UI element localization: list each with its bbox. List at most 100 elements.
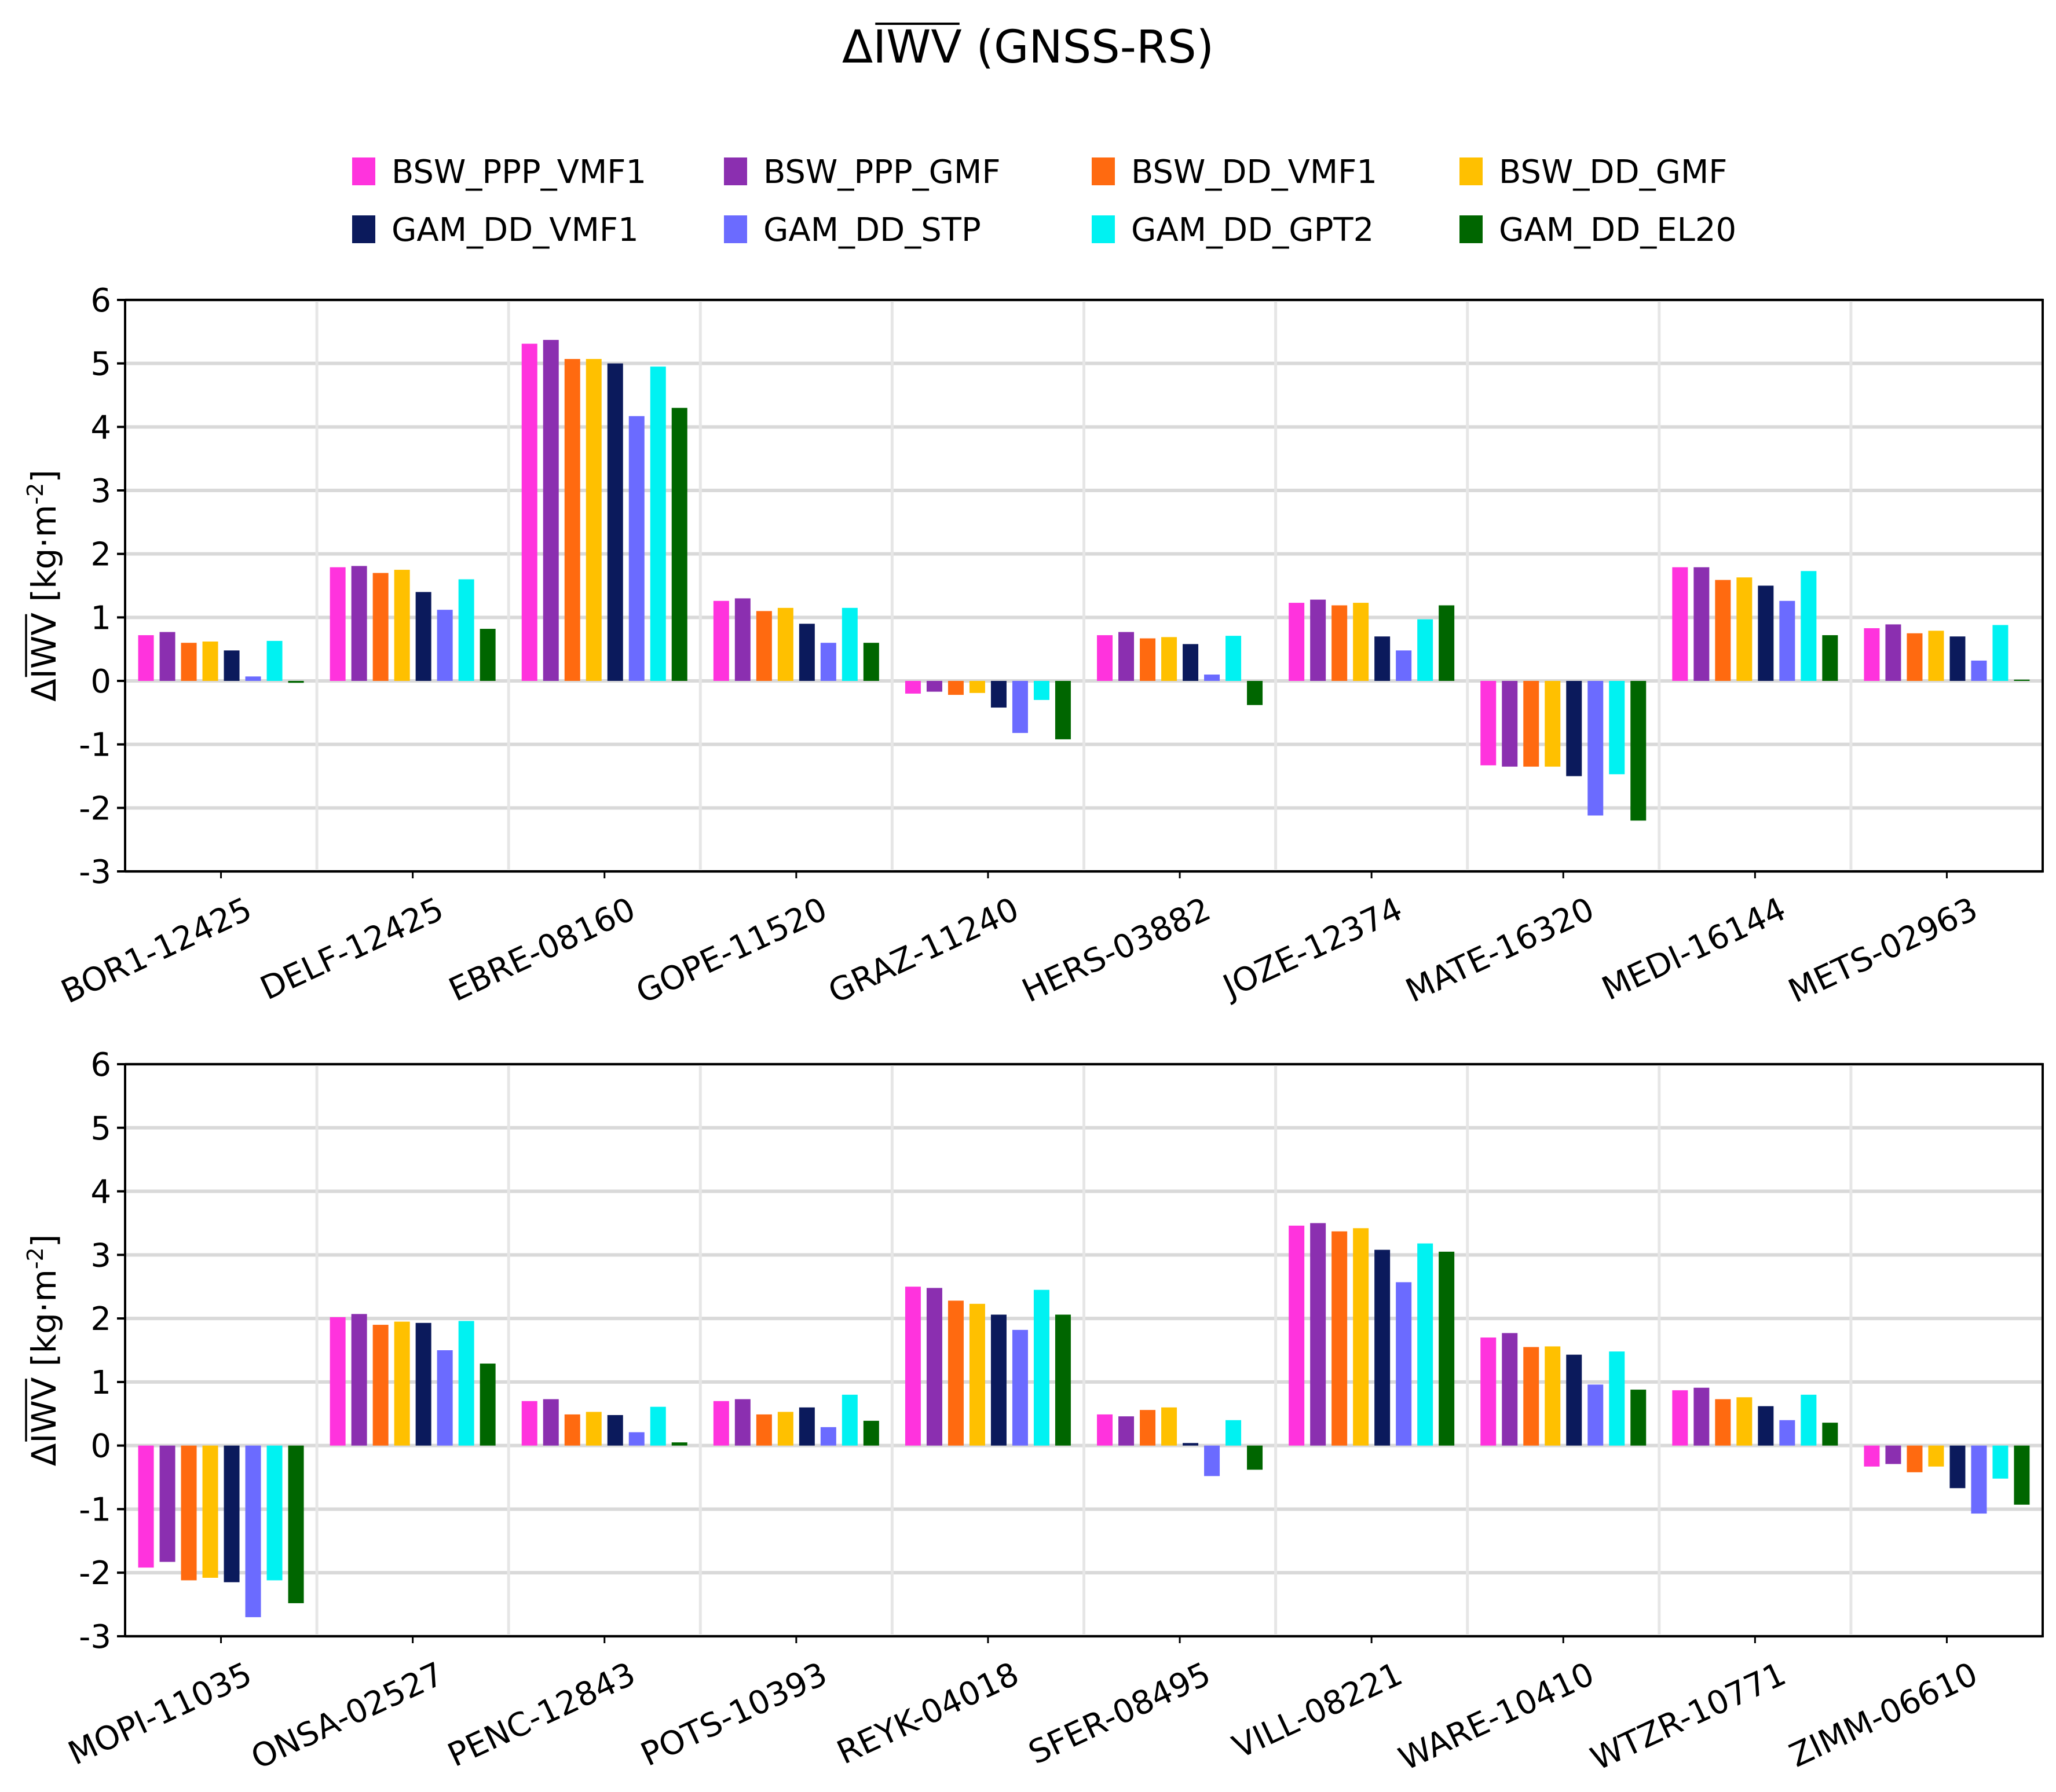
bar-bor1-12425-bsw-ppp-vmf1 — [138, 635, 154, 681]
chart-title: ΔIWV (GNSS-RS) — [842, 21, 1214, 74]
bar-ware-10410-bsw-ppp-gmf — [1502, 1333, 1518, 1446]
bar-mate-16320-bsw-dd-gmf — [1545, 681, 1561, 767]
y-tick-label: 5 — [90, 346, 111, 383]
bar-bor1-12425-gam-dd-vmf1 — [224, 650, 240, 681]
bar-vill-08221-bsw-dd-vmf1 — [1331, 1231, 1348, 1446]
legend-item-gam-dd-vmf1: GAM_DD_VMF1 — [352, 211, 639, 249]
bar-reyk-04018-gam-dd-el20 — [1055, 1314, 1071, 1446]
bar-sfer-08495-gam-dd-gpt2 — [1225, 1420, 1242, 1446]
y-tick-label: 4 — [90, 409, 111, 446]
bar-penc-12843-bsw-dd-vmf1 — [564, 1414, 580, 1446]
bar-mate-16320-bsw-ppp-gmf — [1502, 681, 1518, 767]
bar-onsa-02527-gam-dd-stp — [437, 1350, 453, 1446]
bar-ware-10410-gam-dd-stp — [1587, 1384, 1604, 1446]
bar-zimm-06610-bsw-dd-gmf — [1928, 1445, 1944, 1467]
bar-graz-11240-gam-dd-el20 — [1055, 681, 1071, 739]
y-tick-label: 2 — [90, 536, 111, 574]
bar-mate-16320-bsw-ppp-vmf1 — [1480, 681, 1497, 765]
x-tick-label-onsa-02527: ONSA-02527 — [246, 1655, 449, 1777]
y-tick-label: 6 — [90, 1046, 111, 1084]
legend-label: GAM_DD_STP — [763, 211, 981, 249]
x-tick-label-mets-02963: METS-02963 — [1783, 890, 1983, 1011]
legend-label: GAM_DD_VMF1 — [392, 211, 639, 249]
bar-hers-03882-gam-dd-vmf1 — [1183, 644, 1199, 681]
bar-hers-03882-bsw-dd-gmf — [1161, 637, 1177, 681]
bar-ware-10410-gam-dd-vmf1 — [1566, 1354, 1582, 1446]
bar-ebre-08160-gam-dd-el20 — [671, 408, 687, 681]
bar-medi-16144-bsw-ppp-vmf1 — [1672, 567, 1688, 681]
bar-zimm-06610-gam-dd-stp — [1971, 1445, 1987, 1514]
bar-mate-16320-gam-dd-el20 — [1630, 681, 1647, 821]
bar-pots-10393-bsw-ppp-vmf1 — [713, 1401, 729, 1446]
x-tick-label-zimm-06610: ZIMM-06610 — [1784, 1655, 1984, 1775]
bar-ebre-08160-bsw-ppp-gmf — [543, 340, 559, 681]
x-tick-label-medi-16144: MEDI-16144 — [1596, 890, 1791, 1008]
bar-ebre-08160-gam-dd-gpt2 — [650, 367, 666, 681]
bar-zimm-06610-gam-dd-el20 — [2014, 1445, 2030, 1505]
bar-hers-03882-gam-dd-gpt2 — [1225, 636, 1242, 681]
bar-reyk-04018-gam-dd-gpt2 — [1033, 1289, 1049, 1446]
legend-label: BSW_DD_GMF — [1499, 153, 1728, 191]
bar-gope-11520-bsw-dd-vmf1 — [756, 611, 772, 681]
legend-item-bsw-dd-vmf1: BSW_DD_VMF1 — [1092, 153, 1377, 191]
y-label-prefix: Δ — [24, 679, 64, 702]
legend-swatch — [1092, 157, 1115, 185]
bar-medi-16144-gam-dd-vmf1 — [1758, 585, 1774, 681]
bar-wtzr-10771-gam-dd-gpt2 — [1801, 1394, 1817, 1446]
bar-zimm-06610-bsw-dd-vmf1 — [1907, 1445, 1923, 1472]
plot-frame — [124, 1063, 2044, 1637]
bar-onsa-02527-gam-dd-el20 — [480, 1364, 496, 1446]
bar-medi-16144-bsw-ppp-gmf — [1693, 567, 1710, 681]
bar-hers-03882-bsw-dd-vmf1 — [1140, 638, 1156, 681]
bar-onsa-02527-bsw-ppp-vmf1 — [330, 1317, 346, 1446]
bar-joze-12374-bsw-ppp-gmf — [1310, 599, 1326, 681]
bar-reyk-04018-bsw-dd-vmf1 — [947, 1300, 964, 1446]
bar-wtzr-10771-bsw-ppp-vmf1 — [1672, 1390, 1688, 1446]
legend-swatch — [352, 157, 375, 185]
bar-graz-11240-bsw-ppp-gmf — [926, 681, 942, 692]
y-tick-label: 1 — [90, 599, 111, 637]
bar-joze-12374-bsw-dd-gmf — [1353, 603, 1369, 681]
x-tick-label-vill-08221: VILL-08221 — [1227, 1655, 1409, 1767]
bar-vill-08221-bsw-ppp-gmf — [1310, 1223, 1326, 1446]
bar-ebre-08160-gam-dd-vmf1 — [607, 363, 623, 681]
bar-vill-08221-gam-dd-stp — [1396, 1282, 1412, 1446]
bar-penc-12843-bsw-ppp-vmf1 — [521, 1401, 537, 1446]
bar-penc-12843-bsw-dd-gmf — [586, 1412, 602, 1446]
bar-medi-16144-bsw-dd-vmf1 — [1715, 580, 1731, 681]
bar-delf-12425-gam-dd-vmf1 — [415, 592, 431, 681]
bar-sfer-08495-gam-dd-stp — [1204, 1445, 1220, 1476]
bar-graz-11240-bsw-ppp-vmf1 — [905, 681, 921, 694]
x-tick-label-penc-12843: PENC-12843 — [442, 1655, 641, 1775]
title-prefix: Δ — [842, 21, 873, 74]
bar-medi-16144-gam-dd-el20 — [1822, 635, 1838, 681]
bar-graz-11240-gam-dd-stp — [1012, 681, 1028, 733]
y-tick-label: 1 — [90, 1364, 111, 1402]
legend-swatch — [1459, 157, 1483, 185]
bar-delf-12425-bsw-ppp-vmf1 — [330, 567, 346, 681]
bar-mets-02963-bsw-ppp-vmf1 — [1864, 628, 1880, 681]
bar-vill-08221-gam-dd-gpt2 — [1417, 1243, 1433, 1446]
bar-reyk-04018-bsw-dd-gmf — [969, 1303, 985, 1446]
bar-pots-10393-bsw-ppp-gmf — [734, 1399, 751, 1446]
bar-penc-12843-gam-dd-gpt2 — [650, 1406, 666, 1446]
y-label-close: ] — [24, 1234, 64, 1248]
bar-joze-12374-gam-dd-stp — [1396, 650, 1412, 681]
y-tick-label: 5 — [90, 1110, 111, 1148]
bar-vill-08221-bsw-dd-gmf — [1353, 1228, 1369, 1446]
bar-sfer-08495-gam-dd-vmf1 — [1183, 1443, 1199, 1446]
y-label-symbol: IWV — [24, 1377, 64, 1443]
bar-gope-11520-gam-dd-vmf1 — [799, 624, 815, 681]
bar-bor1-12425-bsw-dd-vmf1 — [181, 643, 197, 681]
bar-reyk-04018-gam-dd-vmf1 — [990, 1314, 1007, 1446]
bar-vill-08221-bsw-ppp-vmf1 — [1289, 1225, 1305, 1446]
legend-swatch — [1092, 215, 1115, 243]
bar-joze-12374-bsw-dd-vmf1 — [1331, 605, 1348, 681]
x-tick-label-ebre-08160: EBRE-08160 — [443, 890, 641, 1009]
bar-mopi-11035-bsw-ppp-gmf — [159, 1445, 175, 1562]
bar-penc-12843-gam-dd-vmf1 — [607, 1414, 623, 1446]
bar-reyk-04018-bsw-ppp-gmf — [926, 1288, 942, 1446]
bar-ware-10410-gam-dd-el20 — [1630, 1390, 1647, 1446]
y-label-exponent: -2 — [23, 1247, 48, 1269]
